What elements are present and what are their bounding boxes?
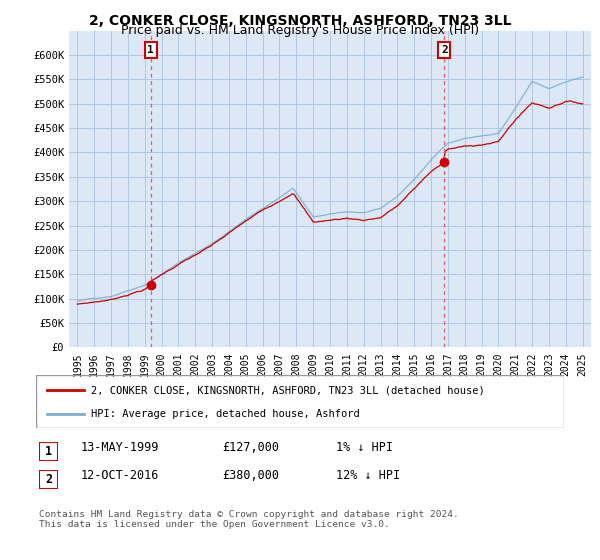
Text: HPI: Average price, detached house, Ashford: HPI: Average price, detached house, Ashf… <box>91 408 360 418</box>
Text: 2, CONKER CLOSE, KINGSNORTH, ASHFORD, TN23 3LL (detached house): 2, CONKER CLOSE, KINGSNORTH, ASHFORD, TN… <box>91 385 485 395</box>
Text: 2: 2 <box>441 45 448 55</box>
Text: 2, CONKER CLOSE, KINGSNORTH, ASHFORD, TN23 3LL: 2, CONKER CLOSE, KINGSNORTH, ASHFORD, TN… <box>89 14 511 28</box>
Text: Contains HM Land Registry data © Crown copyright and database right 2024.
This d: Contains HM Land Registry data © Crown c… <box>39 510 459 529</box>
Text: £380,000: £380,000 <box>222 469 279 482</box>
FancyBboxPatch shape <box>39 470 58 489</box>
FancyBboxPatch shape <box>39 442 58 461</box>
Text: 1: 1 <box>148 45 154 55</box>
Text: 1: 1 <box>45 445 52 458</box>
Text: 2: 2 <box>45 473 52 486</box>
Text: 12-OCT-2016: 12-OCT-2016 <box>81 469 160 482</box>
Text: 13-MAY-1999: 13-MAY-1999 <box>81 441 160 454</box>
Text: 12% ↓ HPI: 12% ↓ HPI <box>336 469 400 482</box>
Text: £127,000: £127,000 <box>222 441 279 454</box>
Text: 1% ↓ HPI: 1% ↓ HPI <box>336 441 393 454</box>
Text: Price paid vs. HM Land Registry's House Price Index (HPI): Price paid vs. HM Land Registry's House … <box>121 24 479 36</box>
